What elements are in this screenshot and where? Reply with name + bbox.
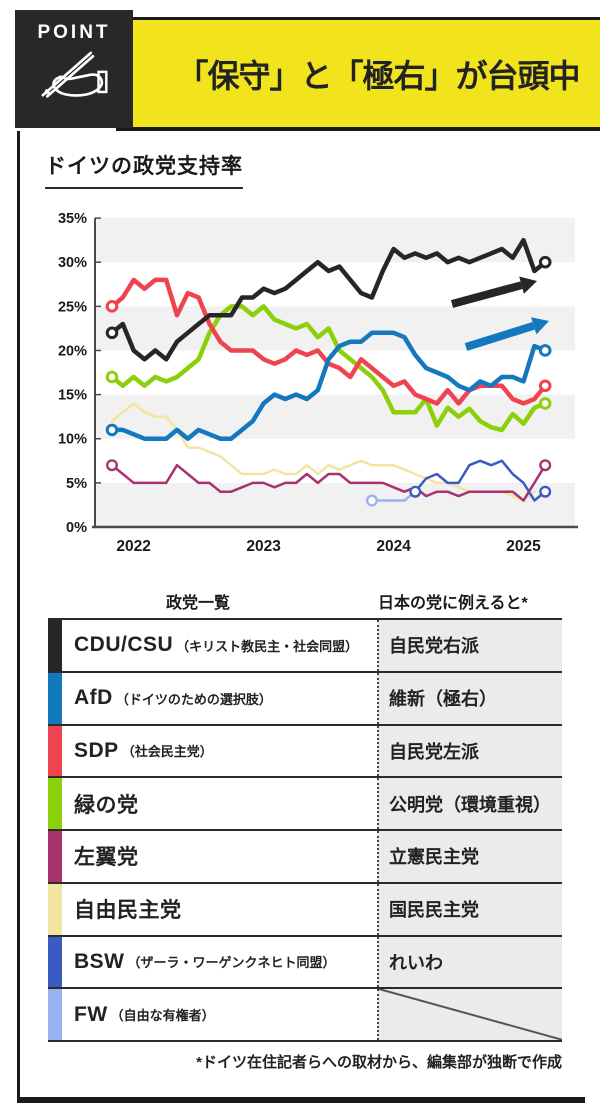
party-color-chip: [48, 725, 62, 777]
table-row: SDP （社会民主党） 自民党左派: [48, 725, 562, 779]
table-row: 緑の党 公明党（環境重視）: [48, 778, 562, 831]
table-row: FW （自由な有権者）: [48, 989, 562, 1042]
japan-equivalent-cell: 維新（極右）: [377, 672, 562, 724]
party-name-note: （社会民主党）: [121, 744, 213, 760]
svg-text:0%: 0%: [66, 520, 87, 536]
table-row: 左翼党 立憲民主党: [48, 831, 562, 884]
headline-banner: 「保守」と「極右」が台頭中: [116, 17, 600, 131]
party-name-cell: SDP （社会民主党）: [62, 726, 377, 777]
japan-equivalent-cell-na: [377, 989, 562, 1040]
japan-equivalent-cell: 公明党（環境重視）: [377, 778, 562, 829]
support-rate-line-chart: 0% 5% 10% 15% 20% 25% 30% 35% 2022 2023 2024 2025: [58, 211, 578, 555]
party-color-chip: [48, 936, 62, 988]
svg-text:2022: 2022: [116, 538, 150, 555]
party-name-note: （ザーラ・ワーゲンクネヒト同盟）: [127, 955, 336, 971]
party-color-chip: [48, 831, 62, 882]
svg-text:35%: 35%: [58, 211, 87, 227]
party-table: CDU/CSU （キリスト教民主・社会同盟） 自民党右派 AfD （ドイツのため…: [48, 618, 562, 1042]
svg-text:10%: 10%: [58, 432, 87, 448]
japan-equivalent-label: 自民党右派: [389, 636, 479, 657]
party-name-cell: FW （自由な有権者）: [62, 989, 377, 1040]
party-color-chip: [48, 672, 62, 724]
party-name-cell: AfD （ドイツのための選択肢）: [62, 673, 377, 724]
party-name-note: （ドイツのための選択肢）: [115, 691, 272, 707]
source-footnote: *ドイツ在住記者らへの取材から、編集部が独断で作成: [196, 1054, 562, 1071]
svg-text:5%: 5%: [66, 476, 87, 492]
card-bottom-border: [17, 1097, 585, 1103]
japan-equivalent-label: 国民民主党: [389, 900, 479, 921]
japan-equivalent-cell: れいわ: [377, 936, 562, 988]
svg-text:2023: 2023: [246, 538, 281, 555]
party-name: FW: [74, 1002, 108, 1026]
party-color-chip: [48, 620, 62, 671]
japan-equivalent-cell: 自民党右派: [377, 620, 562, 671]
party-name-cell: 左翼党: [62, 831, 377, 882]
point-badge: POINT: [15, 10, 133, 128]
point-badge-label: POINT: [37, 22, 111, 43]
svg-text:15%: 15%: [58, 388, 87, 404]
table-row: 自由民主党 国民民主党: [48, 883, 562, 937]
table-row: AfD （ドイツのための選択肢） 維新（極右）: [48, 672, 562, 726]
party-color-chip: [48, 989, 62, 1040]
japan-equivalent-cell: 国民民主党: [377, 883, 562, 935]
party-name-note: （キリスト教民主・社会同盟）: [176, 638, 359, 654]
party-name-cell: 自由民主党: [62, 884, 377, 935]
party-name-cell: 緑の党: [62, 778, 377, 829]
japan-equivalent-cell: 立憲民主党: [377, 831, 562, 882]
banner-title: 「保守」と「極右」が台頭中: [176, 57, 580, 94]
japan-equivalent-label: 立憲民主党: [389, 847, 479, 868]
party-color-chip: [48, 883, 62, 935]
card-left-border: [17, 131, 20, 1103]
party-name: BSW: [74, 949, 125, 973]
svg-text:20%: 20%: [58, 343, 87, 359]
svg-text:2024: 2024: [376, 538, 411, 555]
party-name: 自由民主党: [74, 899, 182, 923]
party-name-cell: BSW （ザーラ・ワーゲンクネヒト同盟）: [62, 937, 377, 988]
table-row: CDU/CSU （キリスト教民主・社会同盟） 自民党右派: [48, 620, 562, 673]
party-name: SDP: [74, 738, 119, 762]
party-name: 緑の党: [74, 793, 139, 817]
table-header-parties: 政党一覧: [165, 595, 230, 612]
not-applicable-diagonal-line: [379, 989, 562, 1040]
writing-hand-icon: [41, 51, 108, 98]
svg-text:2025: 2025: [506, 538, 541, 555]
japan-equivalent-label: 維新（極右）: [389, 689, 497, 710]
chart-title: ドイツの政党支持率: [45, 150, 243, 189]
table-row: BSW （ザーラ・ワーゲンクネヒト同盟） れいわ: [48, 936, 562, 990]
party-name: AfD: [74, 686, 113, 710]
japan-equivalent-label: れいわ: [389, 952, 443, 973]
party-name-cell: CDU/CSU （キリスト教民主・社会同盟）: [62, 620, 377, 671]
party-color-chip: [48, 778, 62, 829]
table-header-japan-equivalent: 日本の党に例えると*: [378, 595, 528, 612]
japan-equivalent-cell: 自民党左派: [377, 725, 562, 777]
svg-text:25%: 25%: [58, 299, 87, 315]
party-name: CDU/CSU: [74, 633, 174, 657]
japan-equivalent-label: 自民党左派: [389, 741, 479, 762]
japan-equivalent-label: 公明党（環境重視）: [389, 794, 551, 815]
party-name: 左翼党: [74, 846, 139, 870]
party-name-note: （自由な有権者）: [110, 1008, 215, 1024]
svg-text:30%: 30%: [58, 255, 87, 271]
